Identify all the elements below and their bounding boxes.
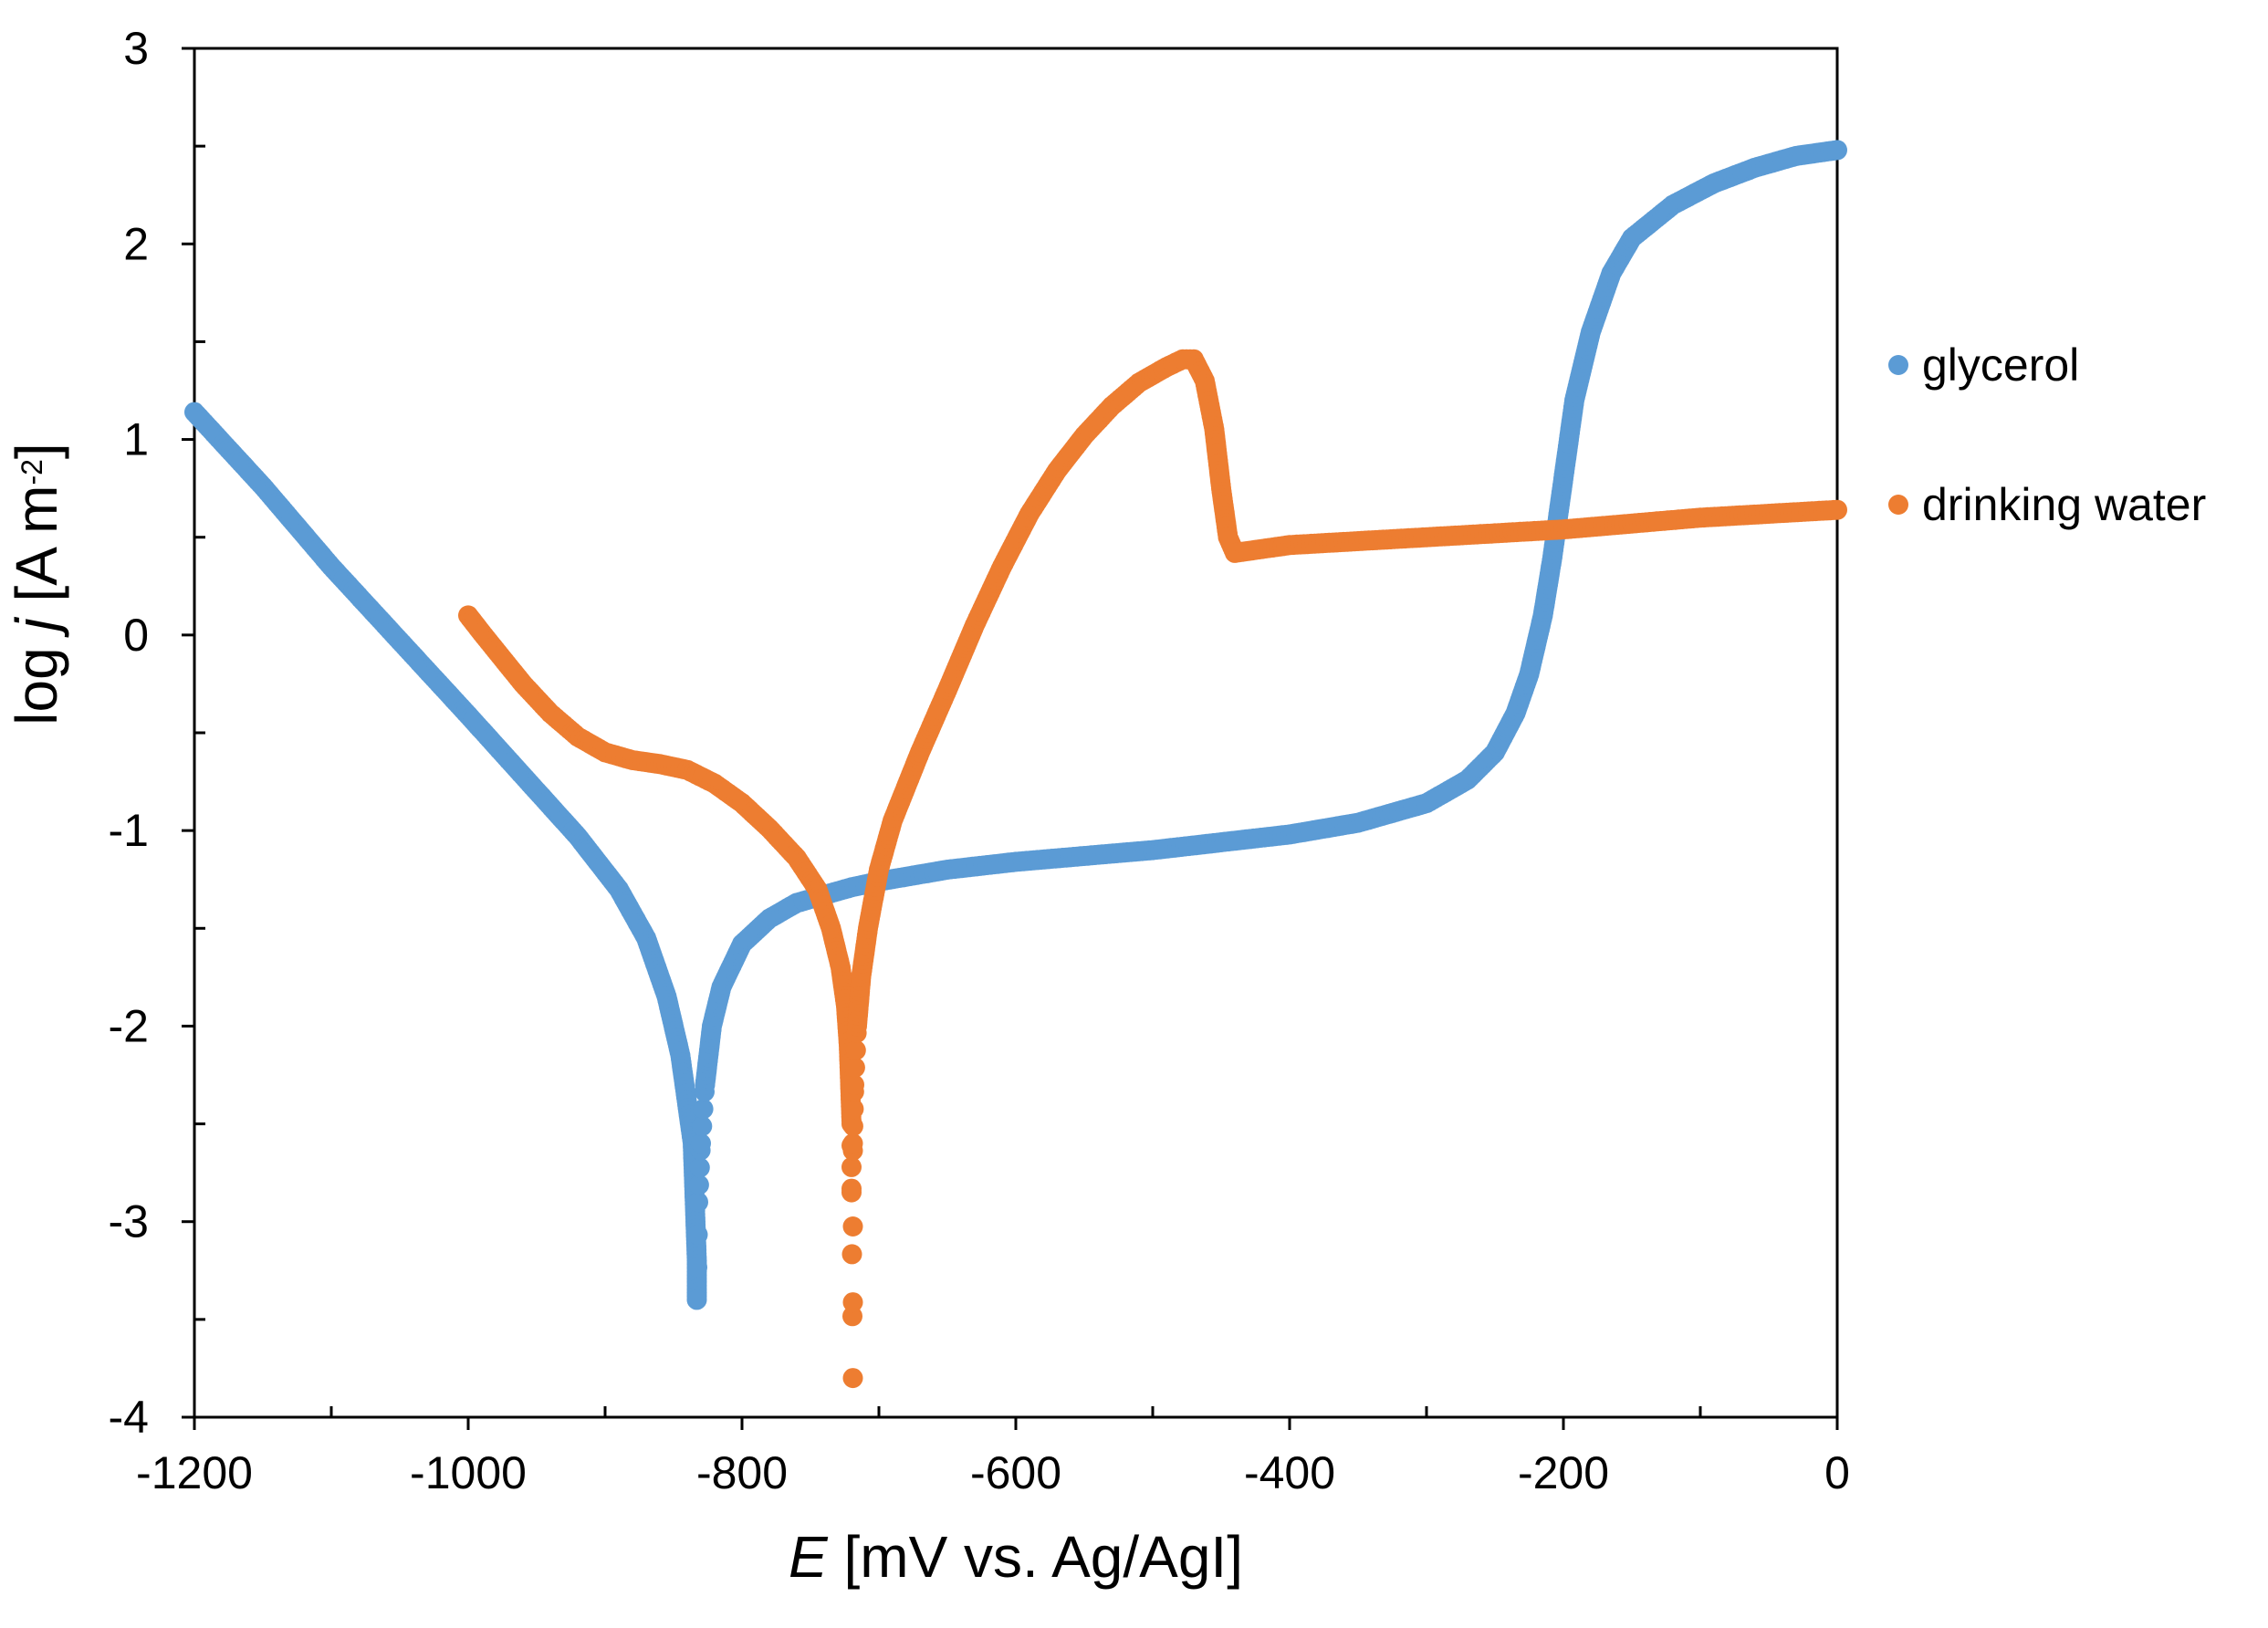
legend: glycerol drinking water <box>1888 339 2206 530</box>
series-drinking-water <box>458 349 1847 1389</box>
legend-label-drinking-water: drinking water <box>1922 479 2206 530</box>
data-point <box>693 1099 714 1120</box>
data-point <box>842 1116 863 1137</box>
data-point <box>688 1192 708 1213</box>
x-tick-label: -1000 <box>410 1447 527 1498</box>
data-point <box>686 1289 707 1310</box>
y-tick-label: -4 <box>109 1392 149 1443</box>
plot-area-frame <box>193 47 1839 1419</box>
data-point <box>692 1116 713 1137</box>
data-point <box>841 1182 862 1203</box>
legend-marker-drinking-water <box>1888 495 1908 515</box>
data-point <box>845 1039 866 1060</box>
data-point <box>844 1057 865 1078</box>
data-point <box>1827 140 1847 161</box>
x-axis-title: E [mV vs. Ag/AgI] <box>789 1524 1243 1590</box>
x-tick-label: -600 <box>970 1447 1061 1498</box>
x-tick-label: 0 <box>1824 1447 1850 1498</box>
data-point <box>687 1225 708 1245</box>
data-point <box>842 1368 863 1389</box>
legend-label-glycerol: glycerol <box>1922 339 2079 391</box>
x-tick-label: -1200 <box>136 1447 253 1498</box>
y-tick-label: 0 <box>123 610 149 661</box>
data-point <box>842 1216 863 1237</box>
y-axis-title: log j [A m-2] <box>4 443 69 725</box>
x-tick-label: -200 <box>1518 1447 1609 1498</box>
data-series-layer <box>184 140 1847 1389</box>
x-tick-label: -400 <box>1244 1447 1335 1498</box>
data-point <box>843 1099 864 1120</box>
y-tick-label: -2 <box>109 1000 149 1051</box>
data-point <box>691 1133 711 1153</box>
series-glycerol <box>184 140 1847 1310</box>
y-tick-labels: 3 2 1 0 -1 -2 -3 -4 <box>109 23 149 1443</box>
y-tick-label: -3 <box>109 1196 149 1247</box>
data-point <box>842 1292 863 1313</box>
data-point <box>687 1257 707 1278</box>
x-tick-label: -800 <box>696 1447 788 1498</box>
data-point <box>842 1133 863 1153</box>
data-point <box>688 1174 709 1195</box>
y-tick-label: -1 <box>109 805 149 856</box>
legend-marker-glycerol <box>1888 355 1908 375</box>
data-point <box>841 1156 862 1177</box>
data-point <box>1827 499 1847 520</box>
axis-ticks <box>182 47 1839 1430</box>
data-point <box>841 1244 862 1265</box>
x-tick-labels: -1200 -1000 -800 -600 -400 -200 0 <box>136 1447 1850 1498</box>
y-tick-label: 3 <box>123 23 149 74</box>
y-tick-label: 1 <box>123 414 149 465</box>
data-point <box>689 1157 710 1178</box>
data-point <box>844 1074 864 1095</box>
y-tick-label: 2 <box>123 218 149 269</box>
